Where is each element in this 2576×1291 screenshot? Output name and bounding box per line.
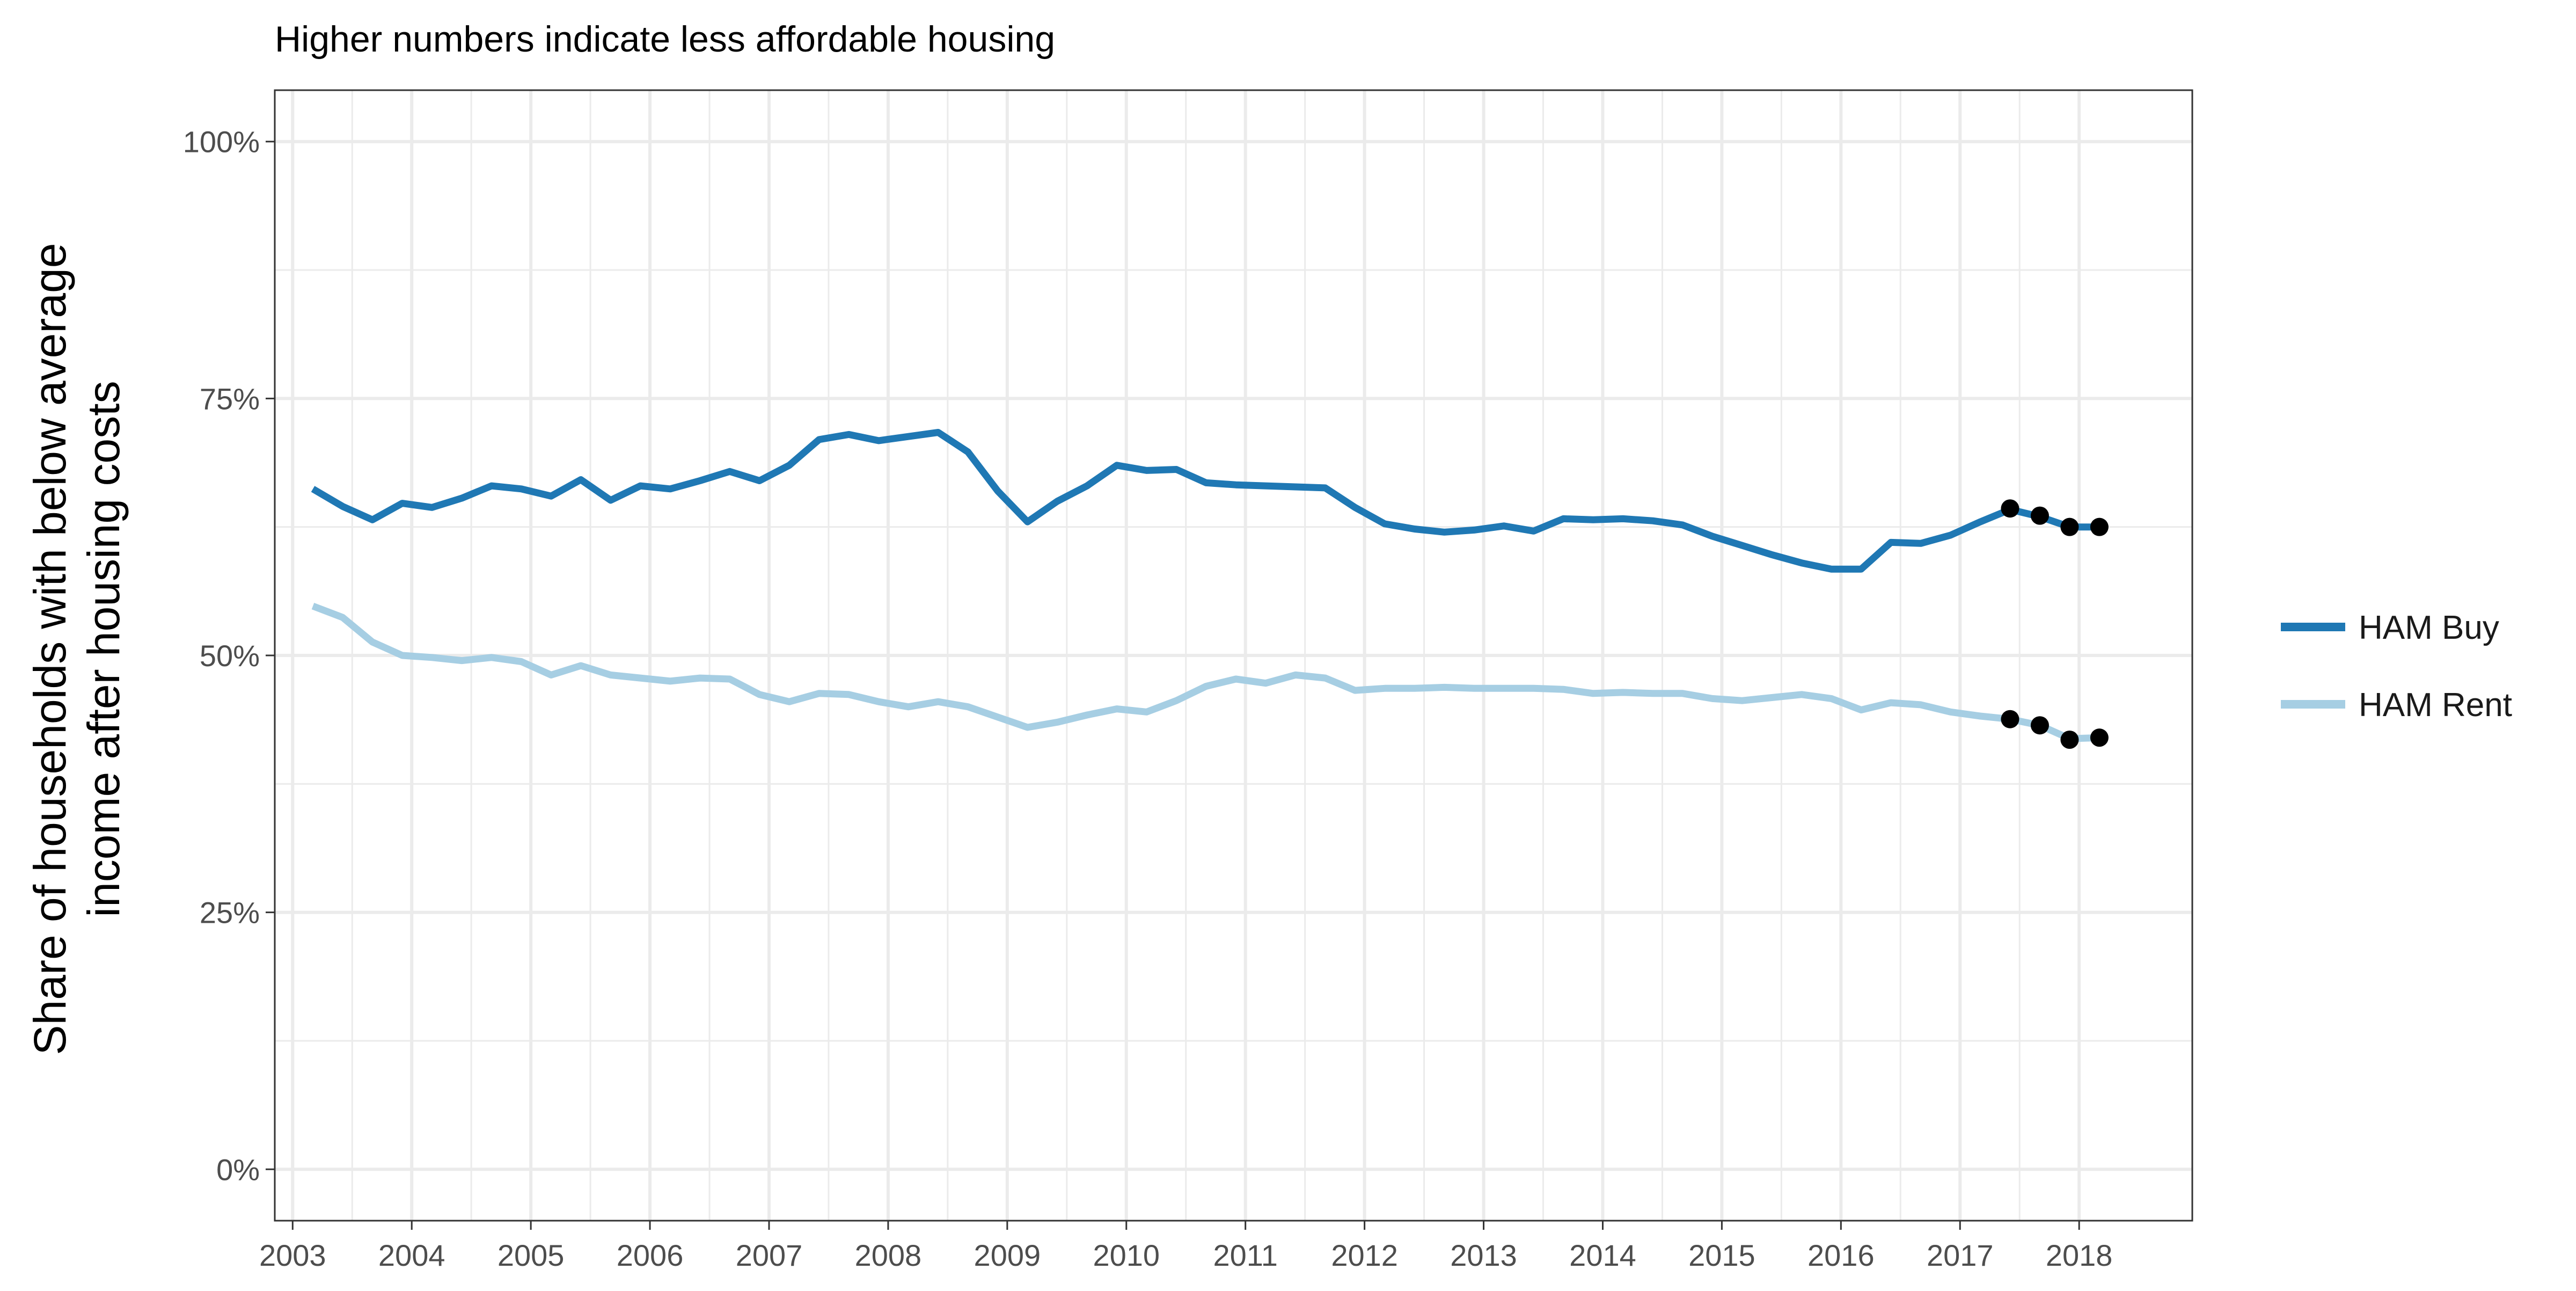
series-line-ham-rent: [311, 603, 2100, 742]
y-tick-label-0: 0%: [216, 1153, 260, 1186]
point-ham-rent-3: [2090, 728, 2109, 747]
y-tick-label-50: 50%: [200, 639, 260, 673]
y-axis-title-line-2: income after housing costs: [78, 381, 129, 917]
legend: HAM Buy HAM Rent: [2281, 609, 2512, 724]
x-tick-label-2016: 2016: [1807, 1238, 1875, 1272]
point-ham-buy-2: [2060, 517, 2079, 536]
x-tick-label-2017: 2017: [1927, 1238, 1994, 1272]
x-tick-label-2009: 2009: [974, 1238, 1041, 1272]
point-ham-buy-1: [2030, 506, 2049, 525]
series-line-ham-buy: [311, 429, 2099, 573]
x-tick-label-2013: 2013: [1450, 1238, 1517, 1272]
y-tick-label-75: 75%: [200, 382, 260, 415]
x-tick-label-2005: 2005: [497, 1238, 565, 1272]
x-tick-label-2007: 2007: [736, 1238, 803, 1272]
major-gridlines: [275, 90, 2192, 1221]
legend-label-ham-rent: HAM Rent: [2359, 687, 2512, 724]
point-ham-rent-1: [2030, 716, 2049, 735]
x-tick-label-2012: 2012: [1331, 1238, 1398, 1272]
x-tick-label-2015: 2015: [1688, 1238, 1755, 1272]
x-tick-label-2003: 2003: [259, 1238, 326, 1272]
x-tick-label-2004: 2004: [378, 1238, 445, 1272]
chart-subtitle: Higher numbers indicate less affordable …: [275, 19, 1055, 60]
x-tick-label-2006: 2006: [617, 1238, 684, 1272]
y-axis-title: Share of households with below average i…: [25, 243, 129, 1055]
x-tick-label-2008: 2008: [855, 1238, 922, 1272]
y-axis: 0% 25% 50% 75% 100%: [183, 125, 275, 1186]
x-tick-label-2010: 2010: [1093, 1238, 1160, 1272]
point-ham-rent-2: [2060, 730, 2079, 749]
point-ham-buy-0: [2001, 499, 2019, 518]
point-ham-rent-0: [2001, 710, 2019, 728]
y-tick-label-25: 25%: [200, 896, 260, 930]
series-lines: [311, 429, 2100, 742]
forecast-points: [2001, 499, 2109, 749]
y-axis-title-line-1: Share of households with below average: [25, 243, 75, 1055]
x-tick-label-2014: 2014: [1569, 1238, 1636, 1272]
x-tick-label-2018: 2018: [2046, 1238, 2113, 1272]
point-ham-buy-3: [2090, 517, 2109, 536]
x-tick-label-2011: 2011: [1213, 1238, 1277, 1272]
y-tick-label-100: 100%: [183, 125, 260, 159]
x-axis: 2003 2004 2005 2006 2007 2008 2009 2010 2011 2012…: [259, 1221, 2112, 1272]
legend-label-ham-buy: HAM Buy: [2359, 609, 2499, 646]
